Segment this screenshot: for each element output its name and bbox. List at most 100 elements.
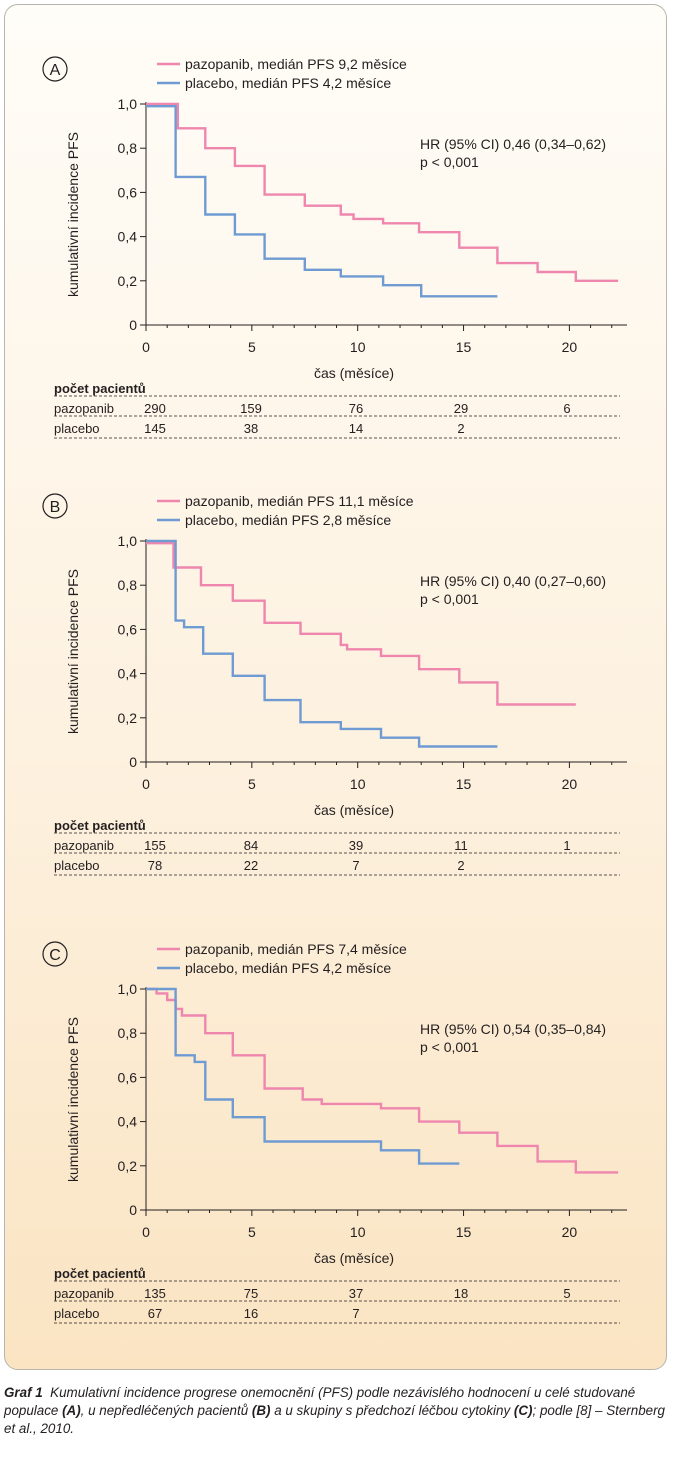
chart2.x-axis-label: čas (měsíce) bbox=[314, 1250, 394, 1266]
chart2.y-tick-label-4: 0,8 bbox=[118, 1025, 138, 1041]
chart1.risk-count-placebo-0: 78 bbox=[148, 858, 162, 873]
chart2.panel-label-circle bbox=[42, 941, 68, 967]
caption-label: Graf 1 bbox=[4, 1385, 43, 1400]
chart2.risk-count-pazopanib-2: 37 bbox=[349, 1286, 363, 1301]
chart0.x-axis-label: čas (měsíce) bbox=[314, 365, 394, 381]
chart2.panel-label: C bbox=[49, 947, 61, 964]
chart0.risk-count-pazopanib-0: 290 bbox=[144, 401, 166, 416]
chart2.risk-row-label-placebo: placebo bbox=[54, 1306, 100, 1321]
chart1.risk-count-placebo-1: 22 bbox=[244, 858, 258, 873]
chart2.y-tick-label-1: 0,2 bbox=[118, 1158, 138, 1174]
chart0.y-tick-label-3: 0,6 bbox=[118, 184, 138, 200]
chart2.x-tick-label-4: 20 bbox=[562, 1224, 578, 1240]
chart1.y-tick-label-3: 0,6 bbox=[118, 621, 138, 637]
chart0.legend-label-placebo: placebo, medián PFS 4,2 měsíce bbox=[185, 75, 391, 91]
chart1.series-line-placebo bbox=[146, 539, 498, 748]
chart0.risk-row-label-pazopanib: pazopanib bbox=[54, 401, 114, 416]
chart2.risk-count-pazopanib-0: 135 bbox=[144, 1286, 166, 1301]
chart1.x-tick-label-4: 20 bbox=[562, 776, 578, 792]
chart0.y-tick-label-4: 0,8 bbox=[118, 140, 138, 156]
chart0.y-axis-label: kumulativní incidence PFS bbox=[65, 132, 81, 297]
chart1.y-tick-label-4: 0,8 bbox=[118, 577, 138, 593]
chart1.x-tick-label-1: 5 bbox=[248, 776, 256, 792]
chart2.y-tick-label-5: 1,0 bbox=[118, 981, 138, 997]
chart2.y-tick-label-2: 0,4 bbox=[118, 1114, 138, 1130]
chart0.risk-table-header: počet pacientů bbox=[54, 381, 146, 396]
chart1.hr-annotation: HR (95% CI) 0,40 (0,27–0,60) bbox=[420, 573, 606, 589]
caption-text-1: Kumulativní incidence progrese onemocněn… bbox=[4, 1385, 636, 1418]
chart1.x-tick-label-0: 0 bbox=[142, 776, 150, 792]
chart1.risk-count-pazopanib-2: 39 bbox=[349, 838, 363, 853]
caption-ref-b: (B) bbox=[251, 1403, 271, 1418]
chart2.risk-table-header: počet pacientů bbox=[54, 1266, 146, 1281]
chart1.legend-label-pazopanib: pazopanib, medián PFS 11,1 měsíce bbox=[185, 493, 414, 509]
chart0.y-tick-label-2: 0,4 bbox=[118, 229, 138, 245]
caption-text-3: a u skupiny s předchozí léčbou cytokiny bbox=[270, 1403, 514, 1418]
chart2.x-tick-label-1: 5 bbox=[248, 1224, 256, 1240]
chart2.legend-label-pazopanib: pazopanib, medián PFS 7,4 měsíce bbox=[185, 941, 407, 957]
chart2.risk-count-pazopanib-1: 75 bbox=[244, 1286, 258, 1301]
chart1.y-tick-label-2: 0,4 bbox=[118, 666, 138, 682]
chart1.risk-row-label-placebo: placebo bbox=[54, 858, 100, 873]
chart0.p-annotation: p < 0,001 bbox=[420, 154, 479, 170]
caption-text-4: ; podle [8] – Sternberg et al., 2010. bbox=[4, 1403, 666, 1436]
chart1.x-tick-label-3: 15 bbox=[456, 776, 472, 792]
chart2.risk-count-pazopanib-3: 18 bbox=[454, 1286, 468, 1301]
chart0.risk-count-pazopanib-3: 29 bbox=[454, 401, 468, 416]
chart1.series-line-pazopanib bbox=[146, 542, 576, 706]
chart1.risk-count-pazopanib-0: 155 bbox=[144, 838, 166, 853]
chart1.p-annotation: p < 0,001 bbox=[420, 591, 479, 607]
chart2.series-line-placebo bbox=[146, 987, 460, 1165]
caption-ref-a: (A) bbox=[62, 1403, 81, 1418]
chart1.x-tick-label-2: 10 bbox=[350, 776, 366, 792]
chart2.risk-count-pazopanib-4: 5 bbox=[563, 1286, 570, 1301]
chart2.risk-count-placebo-1: 16 bbox=[244, 1306, 258, 1321]
chart2.risk-count-placebo-0: 67 bbox=[148, 1306, 162, 1321]
chart0.series-line-placebo bbox=[146, 104, 498, 298]
chart2.hr-annotation: HR (95% CI) 0,54 (0,35–0,84) bbox=[420, 1021, 606, 1037]
chart0.panel-label-circle bbox=[42, 56, 68, 82]
chart1.y-axis-label: kumulativní incidence PFS bbox=[65, 569, 81, 734]
chart1.risk-count-placebo-2: 7 bbox=[352, 858, 359, 873]
chart0.x-tick-label-4: 20 bbox=[562, 339, 578, 355]
chart0.panel-label: A bbox=[50, 62, 61, 79]
chart0.risk-count-pazopanib-4: 6 bbox=[563, 401, 570, 416]
chart1.risk-row-label-pazopanib: pazopanib bbox=[54, 838, 114, 853]
chart0.x-tick-label-1: 5 bbox=[248, 339, 256, 355]
chart0.risk-count-pazopanib-1: 159 bbox=[240, 401, 262, 416]
figure-caption: Graf 1 Kumulativní incidence progrese on… bbox=[4, 1384, 670, 1438]
chart1.risk-count-pazopanib-4: 1 bbox=[563, 838, 570, 853]
chart2.x-tick-label-0: 0 bbox=[142, 1224, 150, 1240]
chart2.legend-label-placebo: placebo, medián PFS 4,2 měsíce bbox=[185, 960, 391, 976]
chart2.x-tick-label-2: 10 bbox=[350, 1224, 366, 1240]
chart2.y-axis-label: kumulativní incidence PFS bbox=[65, 1017, 81, 1182]
chart2.y-tick-label-0: 0 bbox=[129, 1202, 137, 1218]
chart0.series-line-pazopanib bbox=[146, 102, 619, 282]
chart1.panel-label: B bbox=[50, 499, 61, 516]
caption-ref-c: (C) bbox=[513, 1403, 533, 1418]
chart1.x-axis-label: čas (měsíce) bbox=[314, 802, 394, 818]
chart1.panel-label-circle bbox=[42, 493, 68, 519]
chart1.y-tick-label-5: 1,0 bbox=[118, 533, 138, 549]
chart0.risk-count-placebo-2: 14 bbox=[349, 421, 363, 436]
caption-text-2: , u nepředléčených pacientů bbox=[80, 1403, 252, 1418]
chart1.y-tick-label-1: 0,2 bbox=[118, 710, 138, 726]
chart2.x-tick-label-3: 15 bbox=[456, 1224, 472, 1240]
chart0.legend-label-pazopanib: pazopanib, medián PFS 9,2 měsíce bbox=[185, 56, 407, 72]
chart0.x-tick-label-2: 10 bbox=[350, 339, 366, 355]
chart1.legend-label-placebo: placebo, medián PFS 2,8 měsíce bbox=[185, 512, 391, 528]
chart0.risk-count-placebo-0: 145 bbox=[144, 421, 166, 436]
chart0.risk-count-pazopanib-2: 76 bbox=[349, 401, 363, 416]
chart1.risk-count-pazopanib-1: 84 bbox=[244, 838, 258, 853]
chart0.y-tick-label-1: 0,2 bbox=[118, 273, 138, 289]
chart0.y-tick-label-0: 0 bbox=[129, 317, 137, 333]
chart0.risk-count-placebo-1: 38 bbox=[244, 421, 258, 436]
chart2.p-annotation: p < 0,001 bbox=[420, 1039, 479, 1055]
chart2.risk-row-label-pazopanib: pazopanib bbox=[54, 1286, 114, 1301]
chart0.x-tick-label-3: 15 bbox=[456, 339, 472, 355]
chart2.risk-count-placebo-2: 7 bbox=[352, 1306, 359, 1321]
chart1.y-tick-label-0: 0 bbox=[129, 754, 137, 770]
chart0.x-tick-label-0: 0 bbox=[142, 339, 150, 355]
chart1.risk-count-pazopanib-3: 11 bbox=[454, 838, 468, 853]
